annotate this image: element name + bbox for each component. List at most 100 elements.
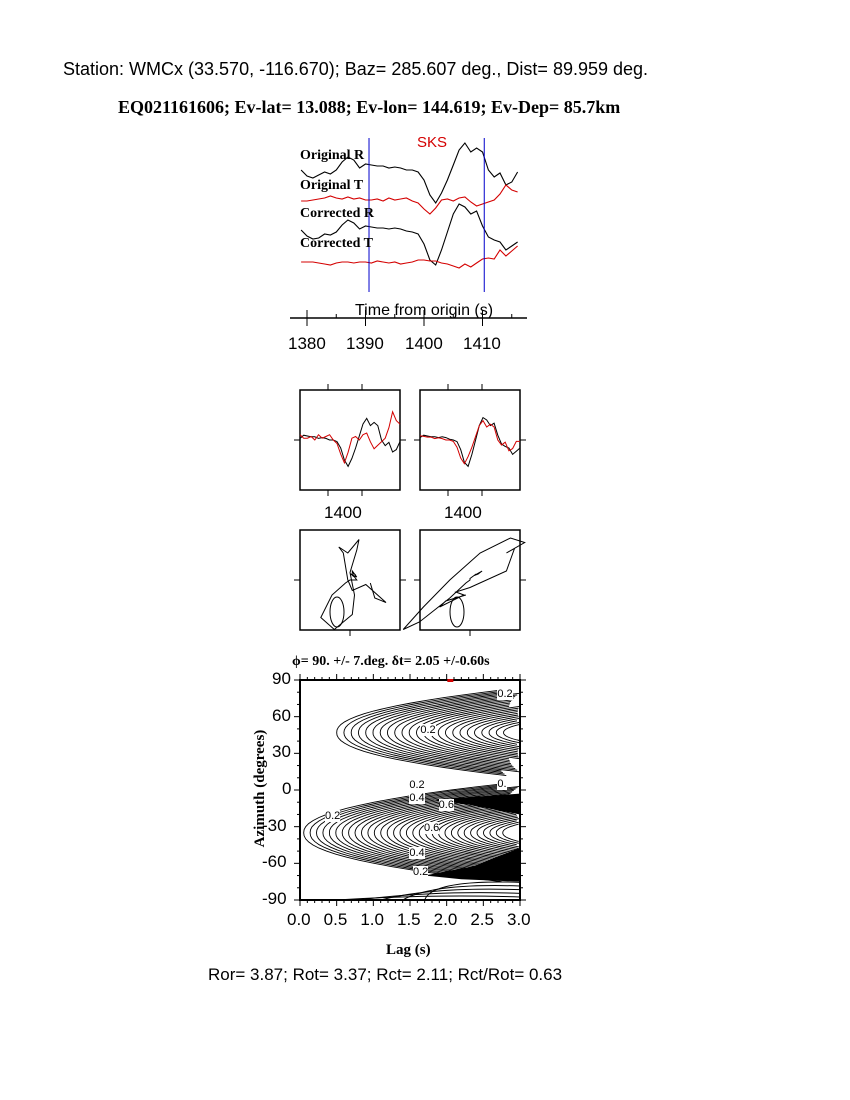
contour-lines [303,689,521,901]
dense-contour-region [424,847,520,882]
y-tick-label: 30 [272,742,291,762]
station-line: Station: WMCx (33.570, -116.670); Baz= 2… [63,59,649,79]
particle-motion-original-ellipse [329,596,345,628]
contour-line [394,699,513,766]
fast-slow-corrected-frame [419,389,521,491]
fast-slow-corrected-wave [419,416,521,468]
contour-line [341,788,516,877]
x-tick-label: 1400 [324,503,362,522]
contour-line [373,795,509,870]
contour-label: 0.2 [497,687,513,700]
y-tick-label: 60 [272,705,291,725]
contour-line [372,694,518,771]
x-tick-label: 2.5 [470,910,494,929]
fast-slow-original-wave [299,410,401,465]
phase-label: SKS [417,134,448,151]
x-tick-label: 0.5 [323,910,348,929]
contour-line [463,813,517,852]
particle-motion-corrected-path [402,537,526,630]
x-tick-label: 3.0 [507,910,531,929]
time-axis-label: Time from origin (s) [355,302,494,319]
contour-xlabel: Lag (s) [386,942,431,958]
contour-line [348,790,514,876]
contour-line [379,696,516,770]
ratios-footer: Ror= 3.87; Rot= 3.37; Rct= 2.11; Rct/Rot… [208,965,563,984]
particle-motion-original-path [320,539,387,631]
contour-line [483,818,520,848]
best-fit-marker [447,679,454,682]
contour-line [387,697,514,768]
x-tick-label: 1400 [444,503,482,522]
contour-line [358,892,521,901]
contour-line [405,800,519,865]
contour-line [495,821,519,844]
trace-label: Corrected R [300,206,374,221]
contour-line [488,720,518,745]
contour-line [367,794,510,872]
x-tick-label: 1.0 [360,910,384,929]
contour-label: 0. [497,778,507,791]
contour-line [452,711,518,754]
contour-line [365,692,520,773]
contour-line [380,888,521,901]
contour-line [466,714,519,751]
x-tick-label: 1380 [288,334,326,353]
contour-line [343,690,505,775]
trace-label: Original R [300,148,365,163]
contour-label: 0.2 [409,779,425,792]
x-tick-label: 1400 [405,334,443,353]
contour-line [416,704,510,761]
contour-line [402,885,521,901]
contour-line [303,783,502,883]
contour-line [322,787,498,879]
fast-slow-corrected-wave [419,419,520,465]
contour-line [354,791,513,875]
contour-line [309,784,501,881]
contour-line [445,709,519,756]
trace-original-t [301,184,518,215]
contour-line [361,792,511,873]
contour-line [481,717,520,748]
contour-line [424,881,521,901]
contour-line [459,712,518,753]
contour-line [476,816,518,849]
dense-contour-region [432,793,520,815]
trace-label: Corrected T [300,236,373,251]
contour-line [412,802,518,864]
x-tick-label: 0.0 [287,910,311,929]
contour-line [393,799,506,866]
contour-label: 0.4 [409,846,425,859]
contour-line [457,812,516,854]
particle-motion-corrected-ellipse [449,596,465,628]
contour-line [401,700,512,765]
contour-line [357,693,502,772]
contour-line [328,785,520,880]
y-tick-label: 90 [272,669,291,688]
contour-line [502,823,519,842]
x-tick-label: 1.5 [397,910,421,929]
trace-corrected-t [301,245,518,269]
contour-line [336,895,521,901]
x-tick-label: 1390 [346,334,384,353]
contour-line [350,692,503,773]
contour-line [408,702,511,763]
x-tick-label: 1410 [463,334,501,353]
contour-label: 0.6 [424,822,440,835]
contour-line [386,798,507,868]
contour-line [450,810,516,855]
contour-label: 0.2 [420,724,436,737]
contour-line [503,724,520,741]
contour-line [495,722,520,744]
x-tick-label: 2.0 [433,910,458,929]
fast-slow-original-wave [299,417,401,468]
event-line: EQ021161606; Ev-lat= 13.088; Ev-lon= 144… [118,97,621,117]
contour-line [470,815,518,851]
contour-label: 0.4 [409,791,425,804]
contour-line [418,803,517,862]
trace-label: Original T [300,178,364,193]
contour-line [380,796,508,869]
contour-line [316,786,499,880]
y-tick-label: 0 [282,779,292,798]
contour-line [489,820,517,846]
